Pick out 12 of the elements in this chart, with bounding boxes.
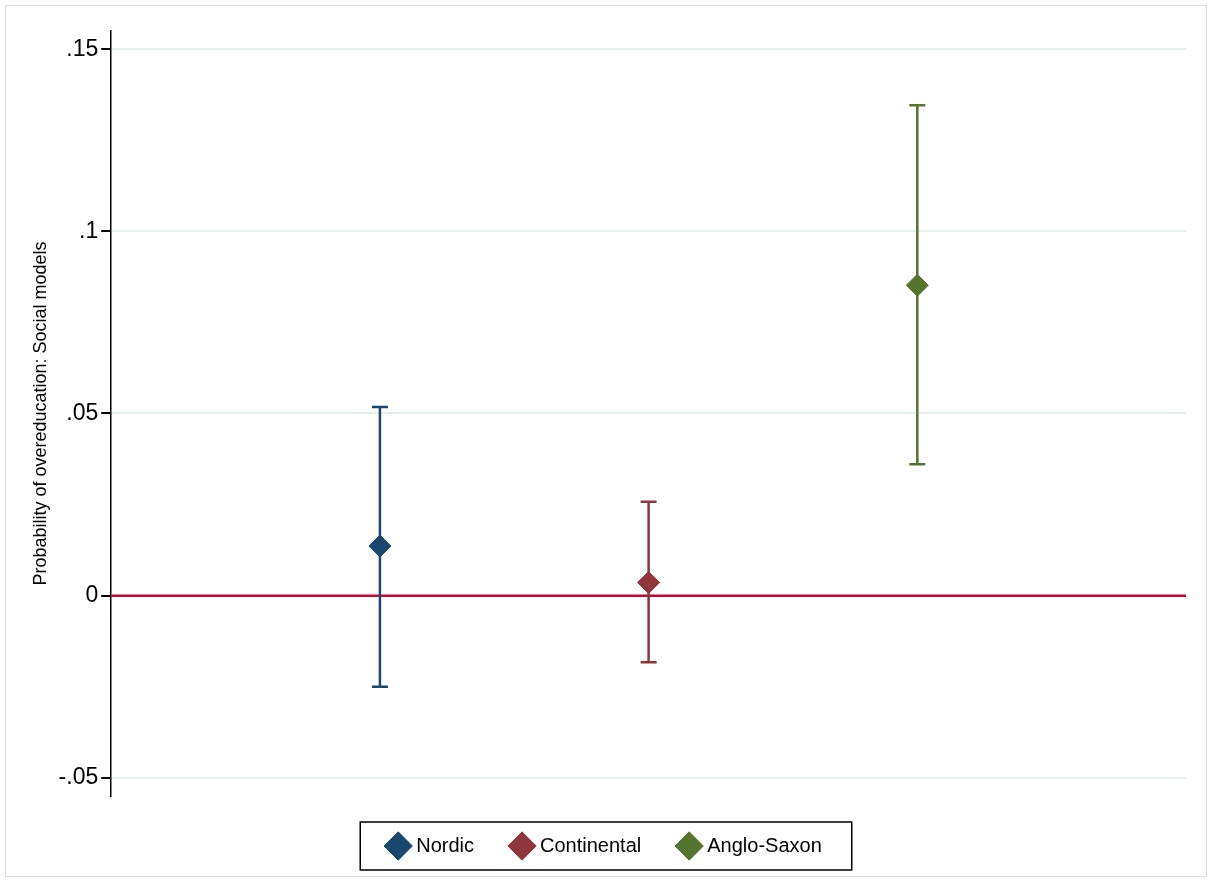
- legend-label: Continental: [540, 833, 642, 856]
- legend-label: Anglo-Saxon: [707, 833, 822, 856]
- y-tick-label: -.05: [58, 763, 99, 790]
- y-tick-label: .15: [66, 34, 99, 61]
- y-axis-title: Probability of overeducation: Social models: [29, 241, 50, 586]
- y-tick-label: .05: [66, 398, 99, 425]
- y-tick-label: 0: [85, 580, 99, 607]
- point: [905, 273, 929, 297]
- y-tick-label: .1: [79, 216, 99, 243]
- point: [368, 534, 392, 558]
- legend-label: Nordic: [416, 833, 475, 856]
- point: [637, 571, 661, 595]
